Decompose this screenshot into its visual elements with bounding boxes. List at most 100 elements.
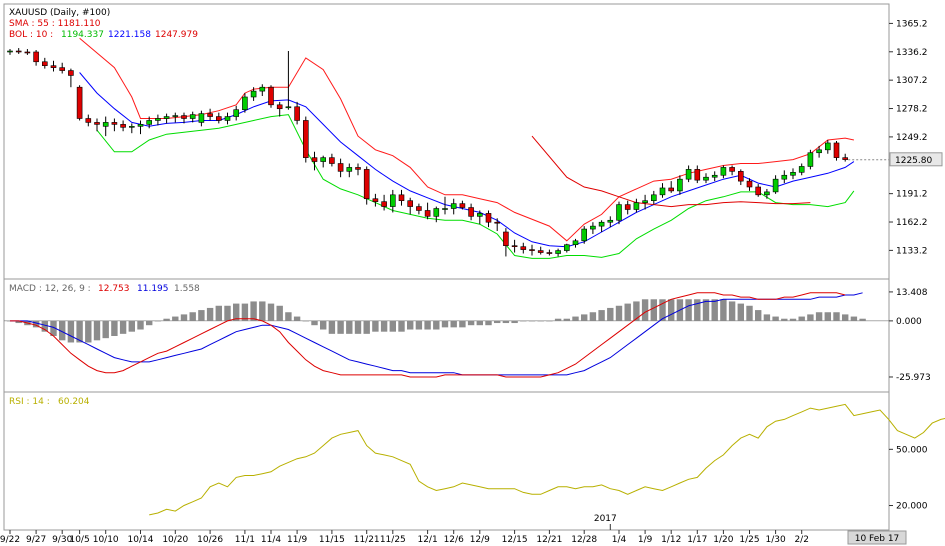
candle[interactable] [720, 165, 727, 179]
candle[interactable] [381, 194, 387, 211]
candle[interactable] [659, 183, 666, 198]
candle[interactable] [642, 194, 648, 210]
candle[interactable] [546, 249, 553, 256]
candle[interactable] [7, 49, 13, 55]
candle[interactable] [102, 116, 109, 137]
candle[interactable] [537, 246, 544, 255]
candle[interactable] [694, 165, 701, 184]
candle[interactable] [790, 168, 796, 180]
rsi-panel[interactable]: 50.000 20.000 RSI : 14 : 60.204 [9, 397, 945, 516]
candle[interactable] [755, 184, 762, 197]
candle[interactable] [137, 120, 144, 135]
candle[interactable] [68, 68, 74, 88]
candle[interactable] [711, 171, 718, 182]
candle[interactable] [494, 218, 501, 232]
candle[interactable] [329, 153, 335, 167]
candle[interactable] [442, 196, 448, 215]
candle[interactable] [285, 51, 292, 110]
candle[interactable] [624, 200, 631, 215]
candle[interactable] [572, 238, 579, 248]
candle[interactable] [302, 116, 309, 163]
candle[interactable] [198, 110, 205, 127]
candle[interactable] [41, 57, 48, 69]
candle[interactable] [268, 85, 274, 108]
candle[interactable] [650, 190, 657, 205]
candle[interactable] [450, 198, 457, 215]
candle[interactable] [607, 216, 614, 228]
candle[interactable] [729, 165, 735, 176]
candle[interactable] [15, 48, 22, 54]
candle[interactable] [668, 181, 675, 193]
candle[interactable] [233, 105, 239, 121]
candle[interactable] [24, 49, 31, 55]
candle[interactable] [311, 151, 318, 171]
candle[interactable] [407, 197, 414, 215]
candle[interactable] [172, 112, 179, 123]
candle[interactable] [129, 123, 135, 134]
candle[interactable] [85, 114, 92, 127]
candle[interactable] [459, 200, 466, 210]
candle[interactable] [189, 111, 196, 123]
candle[interactable] [50, 60, 57, 72]
candle[interactable] [94, 118, 100, 132]
candle[interactable] [424, 202, 431, 220]
candle[interactable] [207, 108, 213, 121]
candle[interactable] [485, 210, 492, 228]
candle[interactable] [833, 141, 840, 161]
candle[interactable] [433, 206, 440, 223]
candle[interactable] [163, 113, 170, 124]
candle[interactable] [807, 149, 814, 170]
candle[interactable] [520, 242, 527, 254]
candle[interactable] [842, 153, 849, 162]
candle[interactable] [59, 62, 66, 74]
candle[interactable] [355, 163, 361, 176]
candle[interactable] [511, 239, 518, 253]
candle[interactable] [242, 93, 248, 113]
candle[interactable] [590, 222, 596, 234]
candle[interactable] [476, 210, 483, 225]
candle[interactable] [555, 248, 561, 257]
candle[interactable] [703, 173, 709, 184]
candle[interactable] [563, 243, 570, 253]
candle[interactable] [33, 50, 39, 66]
candle[interactable] [346, 163, 353, 178]
candle[interactable] [798, 163, 805, 176]
candle[interactable] [216, 112, 222, 124]
candle[interactable] [529, 244, 535, 256]
candle[interactable] [120, 120, 126, 132]
candle[interactable] [389, 189, 396, 213]
candle[interactable] [824, 140, 831, 154]
candle[interactable] [76, 85, 83, 121]
candle[interactable] [503, 228, 509, 257]
candle[interactable] [416, 203, 422, 215]
candle[interactable] [468, 203, 474, 221]
candle[interactable] [772, 175, 779, 194]
candle[interactable] [146, 116, 152, 129]
candle[interactable] [363, 166, 370, 205]
candle[interactable] [581, 226, 588, 244]
candle[interactable] [155, 114, 161, 126]
candle[interactable] [276, 101, 283, 117]
price-panel[interactable]: 1365.2 1336.2 1307.2 1278.2 1249.2 1191.2 1162… [7, 8, 943, 259]
macd-panel[interactable]: 13.408 0.000 -25.973 MACD : 12, 26, 9 : 12.7… [4, 284, 931, 383]
candle[interactable] [320, 155, 327, 168]
candle[interactable] [781, 170, 788, 184]
candle[interactable] [746, 178, 753, 191]
candle[interactable] [737, 169, 744, 186]
candle[interactable] [181, 112, 187, 124]
candle[interactable] [816, 145, 822, 158]
candle[interactable] [337, 158, 344, 178]
candle[interactable] [111, 118, 118, 132]
candle[interactable] [250, 87, 257, 101]
candle[interactable] [764, 188, 770, 199]
candle[interactable] [398, 189, 405, 206]
candle[interactable] [677, 175, 683, 195]
candle[interactable] [259, 84, 266, 97]
candle[interactable] [616, 201, 622, 225]
candle[interactable] [633, 198, 640, 213]
candle[interactable] [598, 220, 605, 232]
candle[interactable] [224, 112, 231, 125]
candle[interactable] [294, 101, 300, 125]
candle[interactable] [685, 165, 692, 183]
candle[interactable] [372, 193, 379, 207]
